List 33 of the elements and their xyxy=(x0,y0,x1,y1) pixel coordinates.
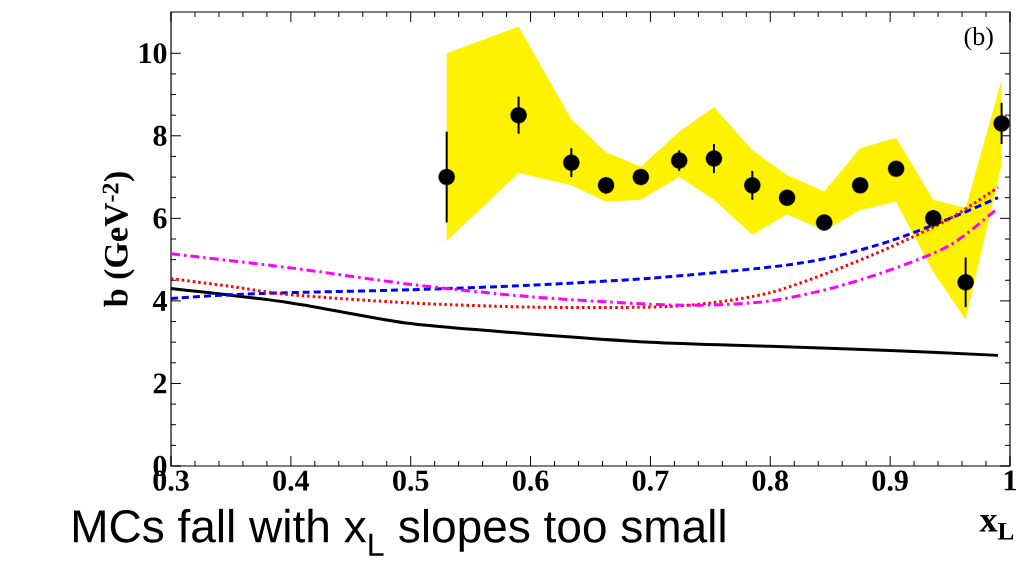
x-tick-label: 0.6 xyxy=(512,470,549,491)
x-tick-label: 0.5 xyxy=(393,470,429,491)
y-tick-label: 8 xyxy=(153,125,167,146)
y-tick-label: 6 xyxy=(153,208,167,229)
line-series xyxy=(169,185,1000,310)
line-series xyxy=(169,206,1000,307)
y-tick-label: 2 xyxy=(153,373,167,394)
y-tick-label: 10 xyxy=(139,43,167,64)
point xyxy=(993,115,1010,132)
text: MCs fall with x$_{L}$ slopes too small xyxy=(73,508,725,556)
annotation: (b) xyxy=(964,26,993,51)
point xyxy=(597,177,615,194)
point xyxy=(816,214,833,231)
x-tick-label: 0.4 xyxy=(273,470,310,491)
point xyxy=(925,210,942,227)
point xyxy=(563,154,580,171)
x-tick-label: 0.8 xyxy=(752,470,789,491)
y-tick-label: 4 xyxy=(152,291,167,311)
y-axis-title: b (GeV$^{-2}$) xyxy=(102,172,135,307)
point xyxy=(887,160,905,178)
point xyxy=(851,177,869,194)
line-series xyxy=(169,196,1000,300)
x-axis-title: x$_{L}$ xyxy=(979,514,1014,540)
x-tick-label: 0.7 xyxy=(632,470,669,491)
point xyxy=(632,168,650,186)
point xyxy=(510,106,527,124)
point xyxy=(957,274,974,291)
x-tick-label: 0.9 xyxy=(872,470,908,491)
point xyxy=(744,177,761,194)
point xyxy=(778,189,796,206)
point xyxy=(438,168,455,186)
point xyxy=(705,150,723,167)
x-tick-label: 1 xyxy=(1004,470,1016,491)
